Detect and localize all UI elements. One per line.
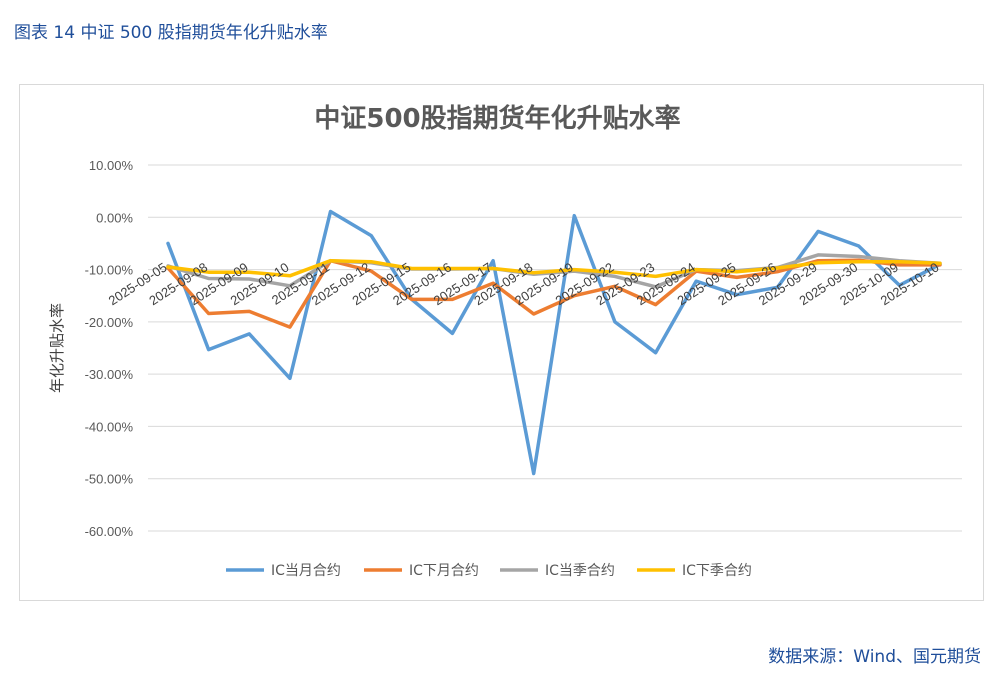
y-tick-label: -50.00%	[85, 472, 134, 487]
legend-label: IC当月合约	[271, 563, 341, 579]
legend: IC当月合约 IC下月合约 IC当季合约 IC下季合约	[226, 563, 752, 579]
series-line	[166, 258, 942, 279]
chart-frame	[19, 84, 984, 601]
y-tick-label: -40.00%	[85, 419, 134, 434]
y-tick-label: -60.00%	[85, 524, 134, 539]
y-tick-label: 10.00%	[89, 158, 134, 173]
y-tick-label: -30.00%	[85, 367, 134, 382]
gridlines	[148, 164, 962, 532]
x-axis-ticks: 2025-09-052025-09-082025-09-092025-09-10…	[106, 260, 942, 309]
series-line	[166, 209, 942, 476]
legend-label: IC下季合约	[682, 563, 752, 579]
source-note: 数据来源：Wind、国元期货	[768, 647, 981, 667]
legend-label: IC当季合约	[545, 563, 615, 579]
legend-label: IC下月合约	[409, 563, 479, 579]
y-tick-label: -20.00%	[85, 315, 134, 330]
series-lines	[166, 209, 942, 476]
y-axis-label: 年化升贴水率	[48, 303, 66, 393]
figure-caption: 图表 14 中证 500 股指期货年化升贴水率	[14, 23, 328, 43]
y-axis-ticks: 10.00% 0.00% -10.00% -20.00% -30.00% -40.00% -…	[85, 158, 134, 539]
y-tick-label: 0.00%	[96, 210, 133, 225]
y-tick-label: -10.00%	[85, 263, 134, 278]
chart-title: 中证500股指期货年化升贴水率	[314, 104, 681, 134]
